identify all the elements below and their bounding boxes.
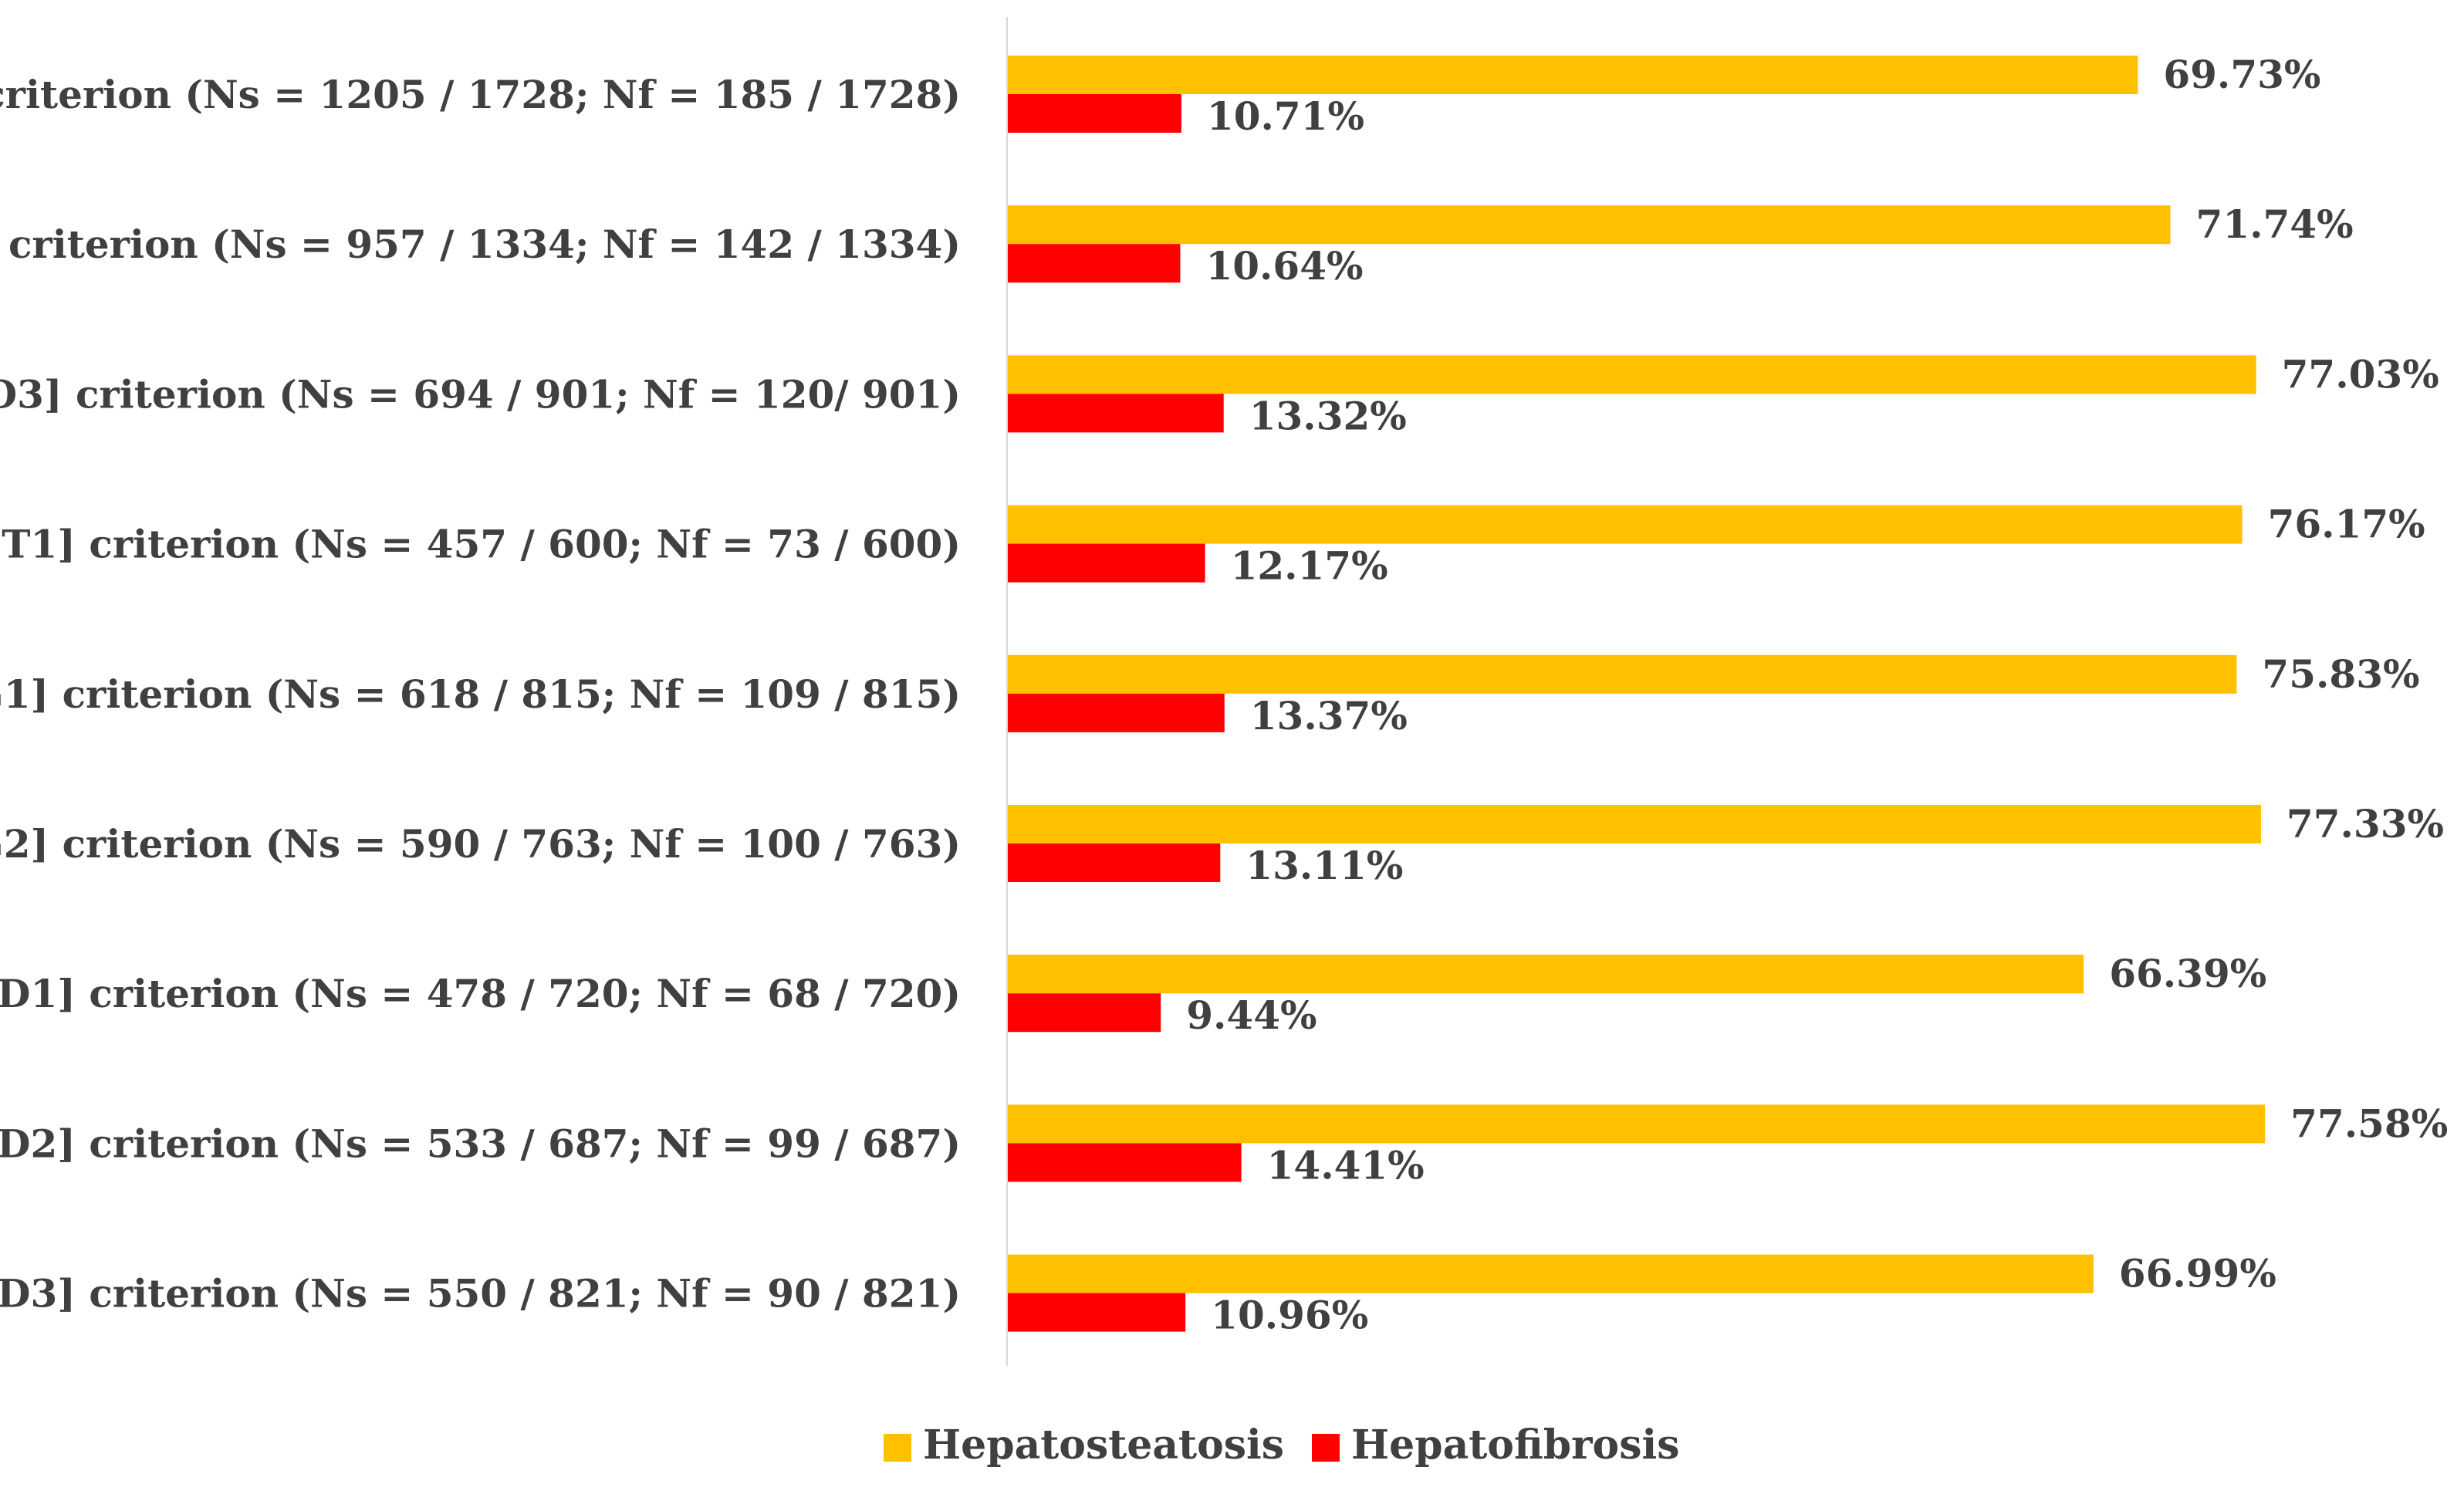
category-label: [O3] criterion (Ns = 694 / 901; Nf = 120… bbox=[0, 371, 961, 417]
data-label-hepatofibrosis: 13.32% bbox=[1249, 393, 1407, 438]
category-label: [D3] criterion (Ns = 550 / 821; Nf = 90 … bbox=[0, 1271, 961, 1317]
bar-hepatosteatosis bbox=[1008, 654, 2237, 694]
bar-hepatofibrosis bbox=[1008, 843, 1221, 882]
category-label: [O2] criterion (Ns = 957 / 1334; Nf = 14… bbox=[0, 221, 961, 267]
data-label-hepatofibrosis: 13.37% bbox=[1250, 693, 1408, 739]
bar-hepatosteatosis bbox=[1008, 56, 2138, 94]
data-label-hepatofibrosis: 10.71% bbox=[1207, 93, 1364, 139]
category-label: [HG2] criterion (Ns = 590 / 763; Nf = 10… bbox=[0, 821, 961, 867]
category-label: [HG1] criterion (Ns = 618 / 815; Nf = 10… bbox=[0, 671, 961, 717]
data-label-hepatosteatosis: 76.17% bbox=[2268, 502, 2425, 547]
category-label: [D1] criterion (Ns = 478 / 720; Nf = 68 … bbox=[0, 971, 961, 1016]
data-label-hepatosteatosis: 77.58% bbox=[2290, 1100, 2448, 1146]
bar-hepatofibrosis bbox=[1008, 1143, 1242, 1182]
bar-hepatofibrosis bbox=[1008, 244, 1181, 283]
legend-label-hepatofibrosis: Hepatofibrosis bbox=[1351, 1422, 1680, 1469]
bar-hepatosteatosis bbox=[1008, 355, 2256, 394]
data-label-hepatosteatosis: 66.39% bbox=[2109, 951, 2266, 996]
data-label-hepatofibrosis: 12.17% bbox=[1231, 543, 1388, 589]
bar-hepatofibrosis bbox=[1008, 94, 1181, 133]
data-label-hepatosteatosis: 66.99% bbox=[2119, 1251, 2276, 1296]
data-label-hepatosteatosis: 71.74% bbox=[2196, 201, 2354, 247]
data-label-hepatofibrosis: 14.41% bbox=[1267, 1142, 1425, 1188]
bar-hepatosteatosis bbox=[1008, 205, 2171, 245]
category-label: [D2] criterion (Ns = 533 / 687; Nf = 99 … bbox=[0, 1121, 961, 1166]
legend-label-hepatosteatosis: Hepatosteatosis bbox=[923, 1422, 1284, 1469]
data-label-hepatosteatosis: 77.33% bbox=[2287, 801, 2444, 847]
data-label-hepatosteatosis: 69.73% bbox=[2163, 52, 2320, 97]
category-label: [HT1] criterion (Ns = 457 / 600; Nf = 73… bbox=[0, 522, 961, 567]
data-label-hepatofibrosis: 13.11% bbox=[1246, 843, 1403, 888]
data-label-hepatosteatosis: 75.83% bbox=[2262, 651, 2419, 697]
bar-hepatofibrosis bbox=[1008, 693, 1225, 732]
bar-hepatofibrosis bbox=[1008, 543, 1205, 583]
data-label-hepatosteatosis: 77.03% bbox=[2282, 351, 2439, 397]
data-label-hepatofibrosis: 10.96% bbox=[1211, 1293, 1368, 1338]
category-label: [O1] criterion (Ns = 1205 / 1728; Nf = 1… bbox=[0, 72, 961, 117]
bar-hepatosteatosis bbox=[1008, 805, 2261, 843]
bar-hepatofibrosis bbox=[1008, 993, 1161, 1033]
data-label-hepatofibrosis: 9.44% bbox=[1186, 992, 1316, 1038]
data-label-hepatofibrosis: 10.64% bbox=[1205, 243, 1363, 289]
legend-swatch-hepatofibrosis bbox=[1312, 1434, 1340, 1462]
bar-hepatosteatosis bbox=[1008, 1104, 2266, 1144]
bar-hepatosteatosis bbox=[1008, 505, 2243, 544]
legend-swatch-hepatosteatosis bbox=[884, 1434, 911, 1462]
bar-hepatofibrosis bbox=[1008, 394, 1224, 433]
bar-hepatofibrosis bbox=[1008, 1293, 1186, 1332]
bar-hepatosteatosis bbox=[1008, 1254, 2094, 1293]
bar-hepatosteatosis bbox=[1008, 955, 2084, 994]
